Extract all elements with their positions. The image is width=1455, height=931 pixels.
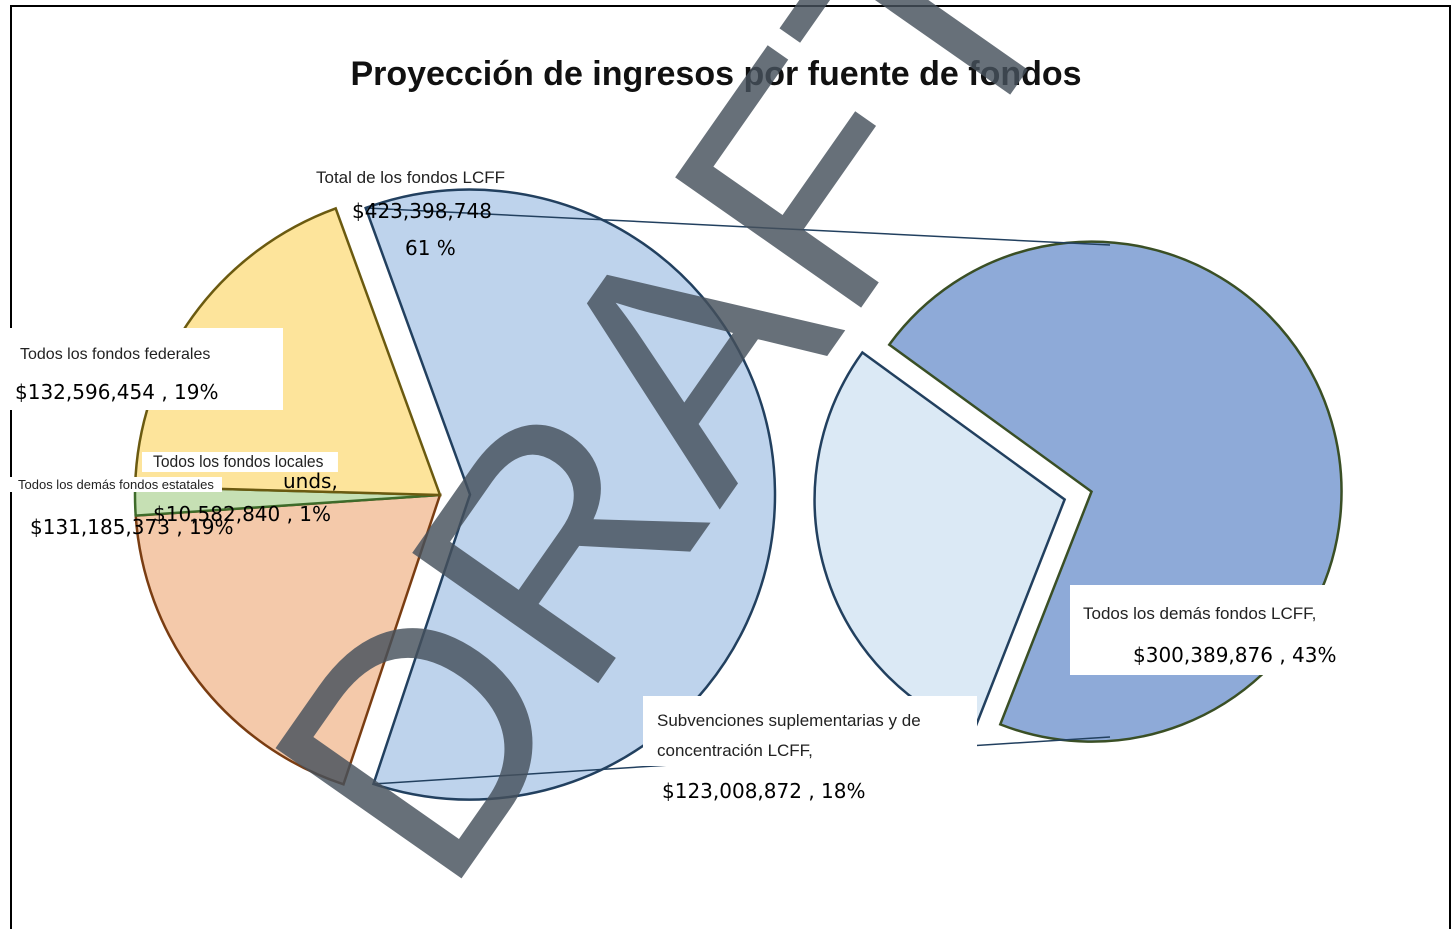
label-box <box>8 328 283 410</box>
category-label: Todos los demás fondos LCFF, <box>1083 604 1317 623</box>
chart-frame <box>10 5 1451 929</box>
value-label: $123,008,872 , 18% <box>662 779 866 803</box>
pie-slice <box>364 188 777 801</box>
chart-title: Proyección de ingresos por fuente de fon… <box>350 55 1081 93</box>
pie-slice <box>134 493 442 786</box>
category-label: Todos los demás fondos estatales <box>10 477 222 492</box>
value-label: $132,596,454 , 19% <box>15 380 219 404</box>
value-label: $300,389,876 , 43% <box>1133 643 1337 667</box>
value-label: 61 % <box>405 236 456 260</box>
category-label: Todos los fondos locales <box>142 452 339 472</box>
value-label: $423,398,748 <box>352 199 492 223</box>
category-label: Total de los fondos LCFF <box>316 168 505 187</box>
pie-slice <box>133 206 442 497</box>
label-box <box>1070 585 1395 675</box>
value-label: $131,185,373 , 19% <box>30 515 234 539</box>
connector-line <box>365 207 1111 246</box>
category-label: Todos los fondos federales <box>20 346 211 363</box>
overlap-text: unds, <box>283 469 338 493</box>
value-label: $10,582,840 , 1% <box>153 502 332 526</box>
category-label: Subvenciones suplementarias y de concent… <box>643 696 977 766</box>
